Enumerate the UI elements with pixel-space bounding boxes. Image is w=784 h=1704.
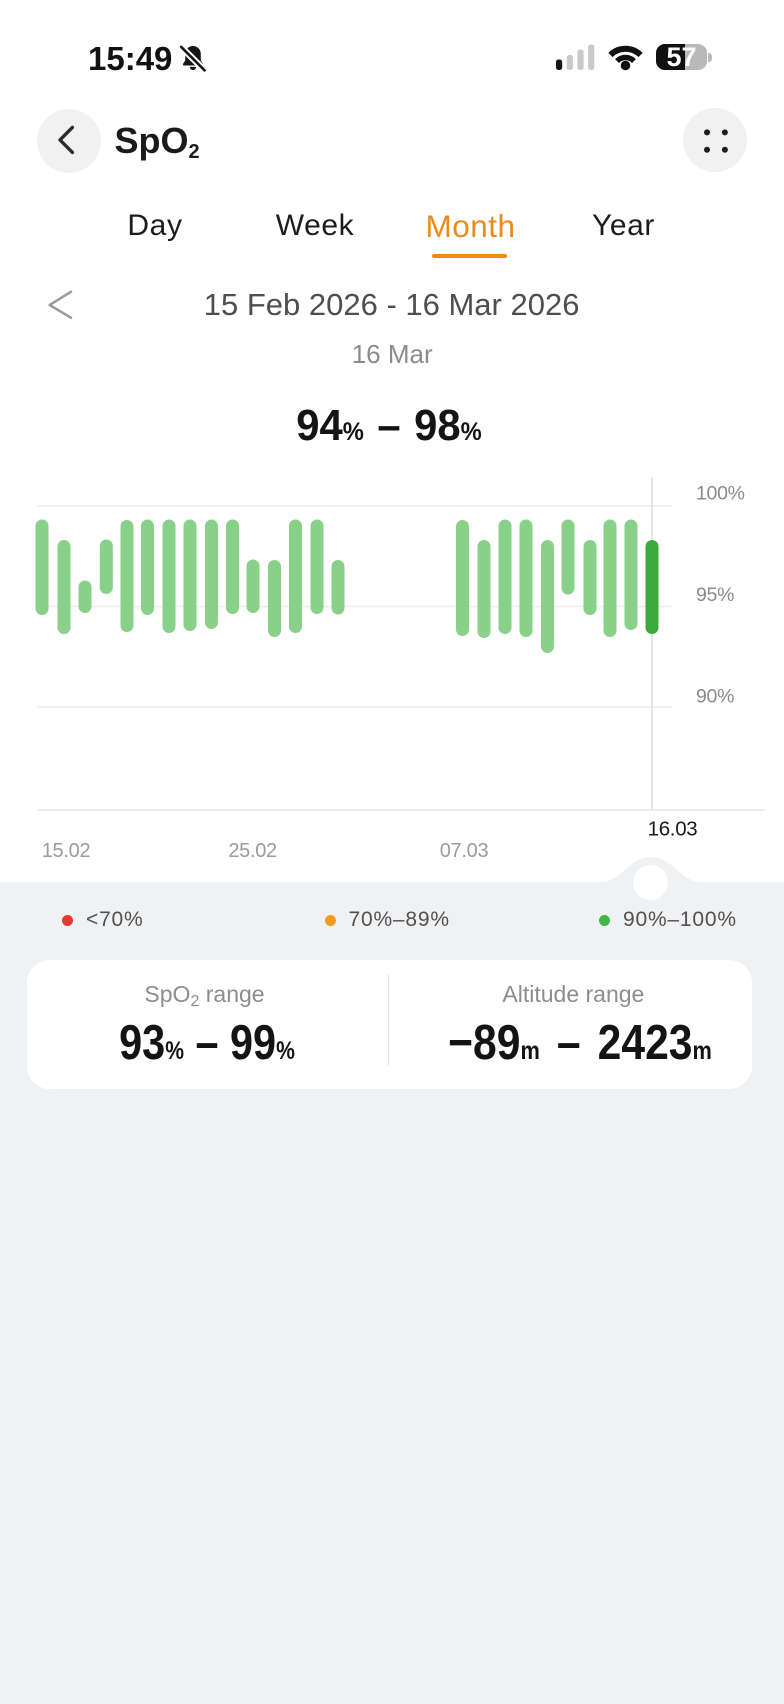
svg-text:25.02: 25.02 (228, 840, 277, 862)
svg-text:95%: 95% (696, 584, 734, 606)
svg-text:16.03: 16.03 (648, 818, 698, 841)
svg-text:07.03: 07.03 (440, 840, 489, 862)
svg-text:15.02: 15.02 (42, 840, 91, 862)
svg-text:100%: 100% (696, 482, 745, 504)
svg-text:90%: 90% (696, 685, 734, 707)
